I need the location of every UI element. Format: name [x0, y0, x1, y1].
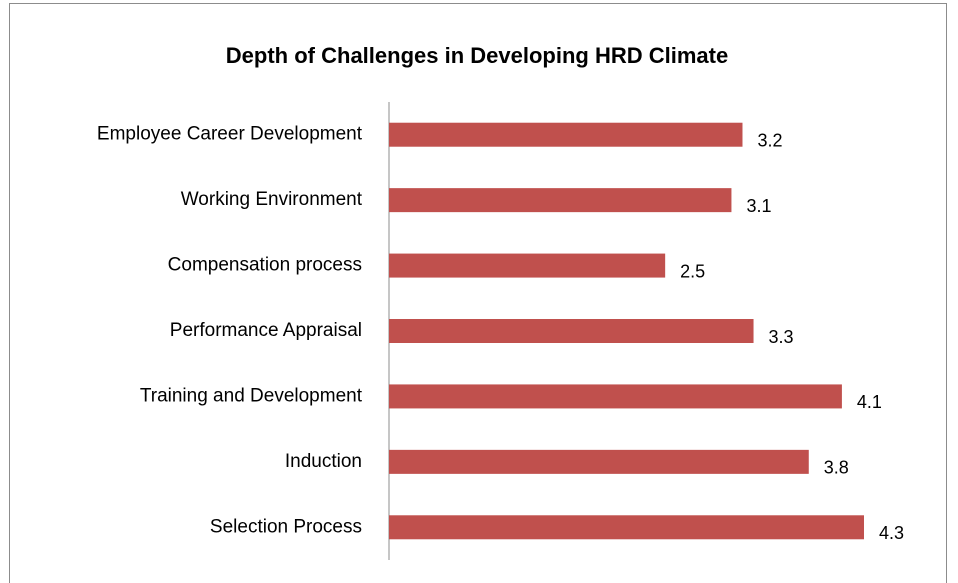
bar [389, 384, 842, 409]
bar [389, 515, 864, 540]
category-label: Working Environment [181, 189, 363, 210]
data-label: 3.3 [769, 327, 794, 347]
category-label: Employee Career Development [97, 124, 363, 145]
data-label: 4.3 [879, 523, 904, 543]
category-label: Performance Appraisal [170, 320, 362, 341]
chart-border [9, 3, 947, 583]
category-label: Training and Development [140, 385, 363, 406]
category-label: Induction [285, 451, 362, 472]
data-label: 3.1 [746, 196, 771, 216]
data-label: 2.5 [680, 261, 705, 281]
bar [389, 122, 743, 147]
data-label: 3.8 [824, 458, 849, 478]
category-label: Selection Process [210, 516, 362, 537]
chart-title: Depth of Challenges in Developing HRD Cl… [226, 43, 728, 68]
bar [389, 449, 809, 474]
category-label: Compensation process [168, 255, 362, 276]
bar [389, 188, 732, 213]
bar [389, 253, 666, 278]
bar [389, 319, 754, 343]
data-label: 4.1 [857, 392, 882, 412]
data-label: 3.2 [757, 130, 782, 150]
